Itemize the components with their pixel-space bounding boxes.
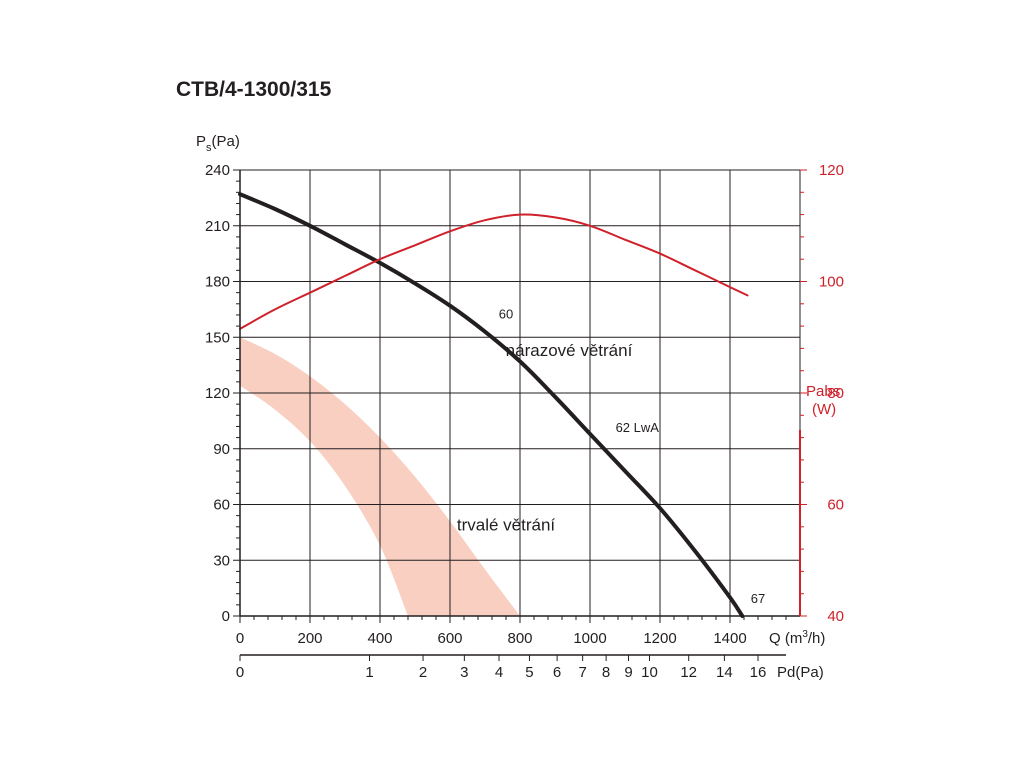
x-axis-secondary-tick-label: 4 bbox=[495, 664, 503, 681]
y-axis-right-label-line2: (W) bbox=[812, 401, 836, 418]
y-axis-right-tick-label: 40 bbox=[827, 608, 844, 625]
x-axis-tick-label: 200 bbox=[297, 630, 322, 647]
x-axis-secondary-label: Pd(Pa) bbox=[777, 664, 824, 681]
series-layer bbox=[238, 192, 749, 618]
x-axis-secondary-tick-label: 0 bbox=[236, 664, 244, 681]
annotation-2: 62 LwA bbox=[616, 420, 660, 435]
x-axis-tick-label: 600 bbox=[437, 630, 462, 647]
y-axis-left-label-unit: (Pa) bbox=[212, 133, 240, 150]
y-axis-left-tick-label: 120 bbox=[205, 385, 230, 402]
x-axis-tick-label: 800 bbox=[507, 630, 532, 647]
x-axis-secondary-tick-label: 8 bbox=[602, 664, 610, 681]
x-axis-label-main: Q (m bbox=[769, 630, 802, 647]
x-axis-secondary-tick-label: 16 bbox=[750, 664, 767, 681]
y-axis-left-tick-label: 240 bbox=[205, 162, 230, 179]
x-axis-secondary-tick-label: 10 bbox=[641, 664, 658, 681]
x-axis-secondary-tick-label: 9 bbox=[624, 664, 632, 681]
x-axis-label-sup: 3 bbox=[802, 629, 808, 640]
x-axis-tick-label: 400 bbox=[367, 630, 392, 647]
annotation-3: trvalé větrání bbox=[457, 516, 556, 535]
x-axis-secondary-tick-label: 14 bbox=[716, 664, 733, 681]
x-axis-label: Q (m3/h) bbox=[769, 629, 825, 647]
y-axis-right-tick-label: 80 bbox=[827, 385, 844, 402]
y-axis-left-tick-label: 210 bbox=[205, 218, 230, 235]
y-axis-left-label-main: P bbox=[196, 133, 206, 150]
annotation-0: 60 bbox=[499, 307, 513, 322]
x-axis-secondary-tick-label: 1 bbox=[365, 664, 373, 681]
y-axis-left-tick-label: 60 bbox=[213, 497, 230, 514]
x-axis-secondary-tick-label: 2 bbox=[419, 664, 427, 681]
y-axis-left-label-sub: s bbox=[206, 142, 212, 154]
annotation-1: nárazové větrání bbox=[506, 341, 633, 360]
series-line-0 bbox=[238, 192, 745, 618]
y-axis-right-tick-label: 100 bbox=[819, 274, 844, 291]
y-axis-left-tick-label: 0 bbox=[222, 608, 230, 625]
x-axis-tick-label: 1000 bbox=[573, 630, 606, 647]
x-axis-label-end: /h) bbox=[808, 630, 826, 647]
y-axis-left-label: Ps(Pa) bbox=[196, 133, 240, 154]
y-axis-left-tick-label: 90 bbox=[213, 441, 230, 458]
x-axis-secondary-tick-label: 7 bbox=[578, 664, 586, 681]
x-axis-secondary-tick-label: 12 bbox=[680, 664, 697, 681]
y-axis-right-tick-label: 120 bbox=[819, 162, 844, 179]
grid-layer bbox=[240, 169, 801, 616]
annotation-4: 67 bbox=[751, 591, 765, 606]
x-axis-tick-label: 1200 bbox=[643, 630, 676, 647]
y-axis-left-tick-label: 180 bbox=[205, 274, 230, 291]
y-axis-right-label-line1: Pabs bbox=[806, 383, 840, 400]
x-axis-secondary-tick-label: 5 bbox=[525, 664, 533, 681]
x-axis-tick-label: 0 bbox=[236, 630, 244, 647]
x-axis-tick-label: 1400 bbox=[713, 630, 746, 647]
annotation-layer: 60 nárazové větrání 62 LwA trvalé větrání 67 bbox=[457, 307, 765, 606]
y-axis-left-tick-label: 150 bbox=[205, 329, 230, 346]
x-axis-secondary-tick-label: 6 bbox=[553, 664, 561, 681]
series-line-1 bbox=[239, 213, 749, 330]
y-axis-left-tick-label: 30 bbox=[213, 552, 230, 569]
x-axis-secondary-tick-label: 3 bbox=[460, 664, 468, 681]
y-axis-right-tick-label: 60 bbox=[827, 497, 844, 514]
chart-title: CTB/4-1300/315 bbox=[176, 78, 332, 101]
